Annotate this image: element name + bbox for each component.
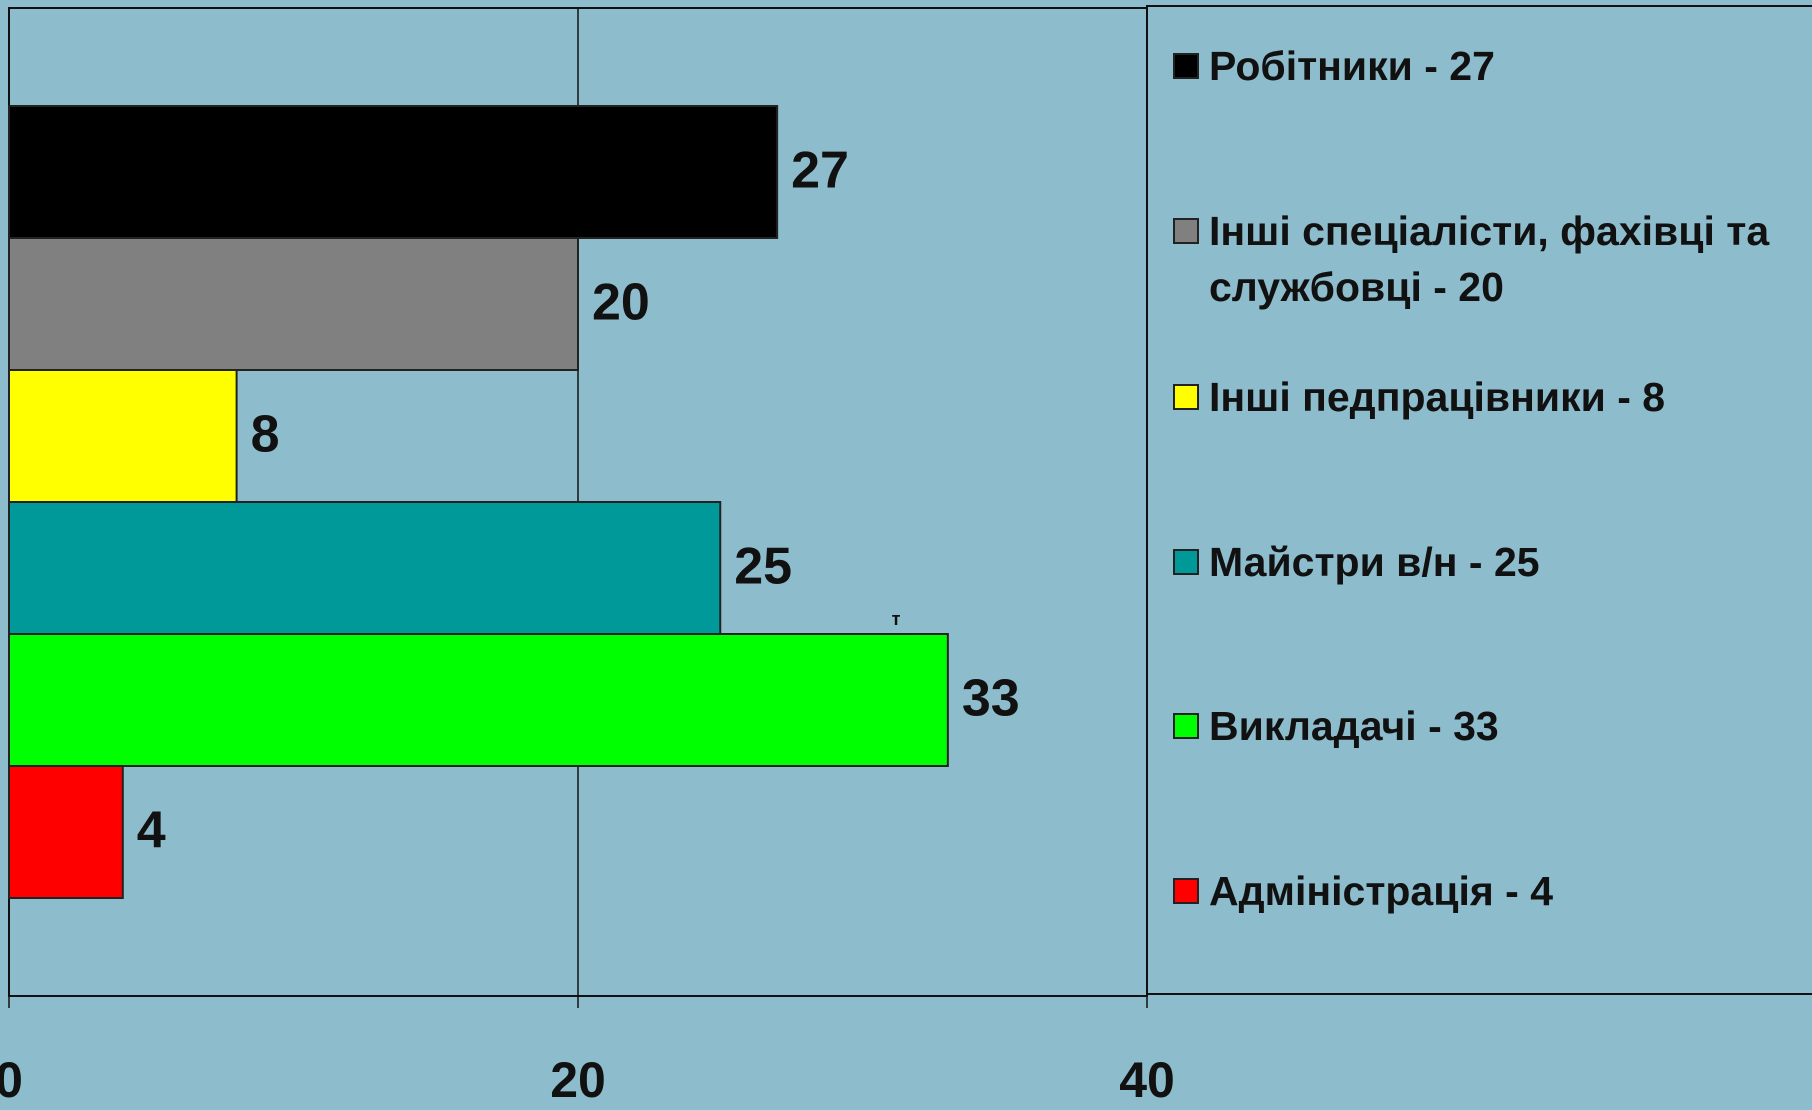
data-label: 20 bbox=[592, 274, 650, 332]
bar bbox=[9, 766, 123, 898]
legend-label: Викладачі - 33 bbox=[1209, 698, 1499, 754]
data-label: 25 bbox=[734, 538, 792, 596]
x-tick-label: 0 bbox=[0, 1052, 23, 1108]
chart: 0 20 40 27 20 8 25 33 4 т Робітники - 27 Інші спец… bbox=[0, 0, 1812, 1110]
legend-swatch bbox=[1173, 878, 1199, 904]
legend-entry: Майстри в/н - 25 bbox=[1173, 534, 1803, 590]
x-tick-label: 40 bbox=[1119, 1052, 1175, 1108]
legend-entry: Адміністрація - 4 bbox=[1173, 863, 1803, 919]
bar bbox=[9, 370, 237, 502]
legend-entry: Викладачі - 33 bbox=[1173, 698, 1803, 754]
legend-label: Майстри в/н - 25 bbox=[1209, 534, 1540, 590]
legend-entry: Робітники - 27 bbox=[1173, 38, 1803, 94]
legend-frame bbox=[1147, 6, 1812, 994]
data-label: 8 bbox=[251, 406, 280, 464]
legend-swatch bbox=[1173, 384, 1199, 410]
legend-swatch bbox=[1173, 549, 1199, 575]
legend-label: Адміністрація - 4 bbox=[1209, 863, 1553, 919]
legend-entry: Інші спеціалісти, фахівці та службовці -… bbox=[1173, 203, 1803, 315]
legend-swatch bbox=[1173, 713, 1199, 739]
data-label: 4 bbox=[137, 802, 166, 860]
annotation: т bbox=[892, 609, 901, 629]
bar bbox=[9, 106, 777, 238]
legend-label: Інші спеціалісти, фахівці та службовці -… bbox=[1209, 203, 1803, 315]
data-label: 27 bbox=[791, 142, 849, 200]
bar bbox=[9, 502, 720, 634]
bar bbox=[9, 634, 948, 766]
legend-label: Інші педпрацівники - 8 bbox=[1209, 369, 1665, 425]
bar bbox=[9, 238, 578, 370]
data-label: 33 bbox=[962, 670, 1020, 728]
legend-entry: Інші педпрацівники - 8 bbox=[1173, 369, 1803, 425]
legend-swatch bbox=[1173, 53, 1199, 79]
legend-swatch bbox=[1173, 218, 1199, 244]
legend-label: Робітники - 27 bbox=[1209, 38, 1495, 94]
x-tick-label: 20 bbox=[550, 1052, 606, 1108]
